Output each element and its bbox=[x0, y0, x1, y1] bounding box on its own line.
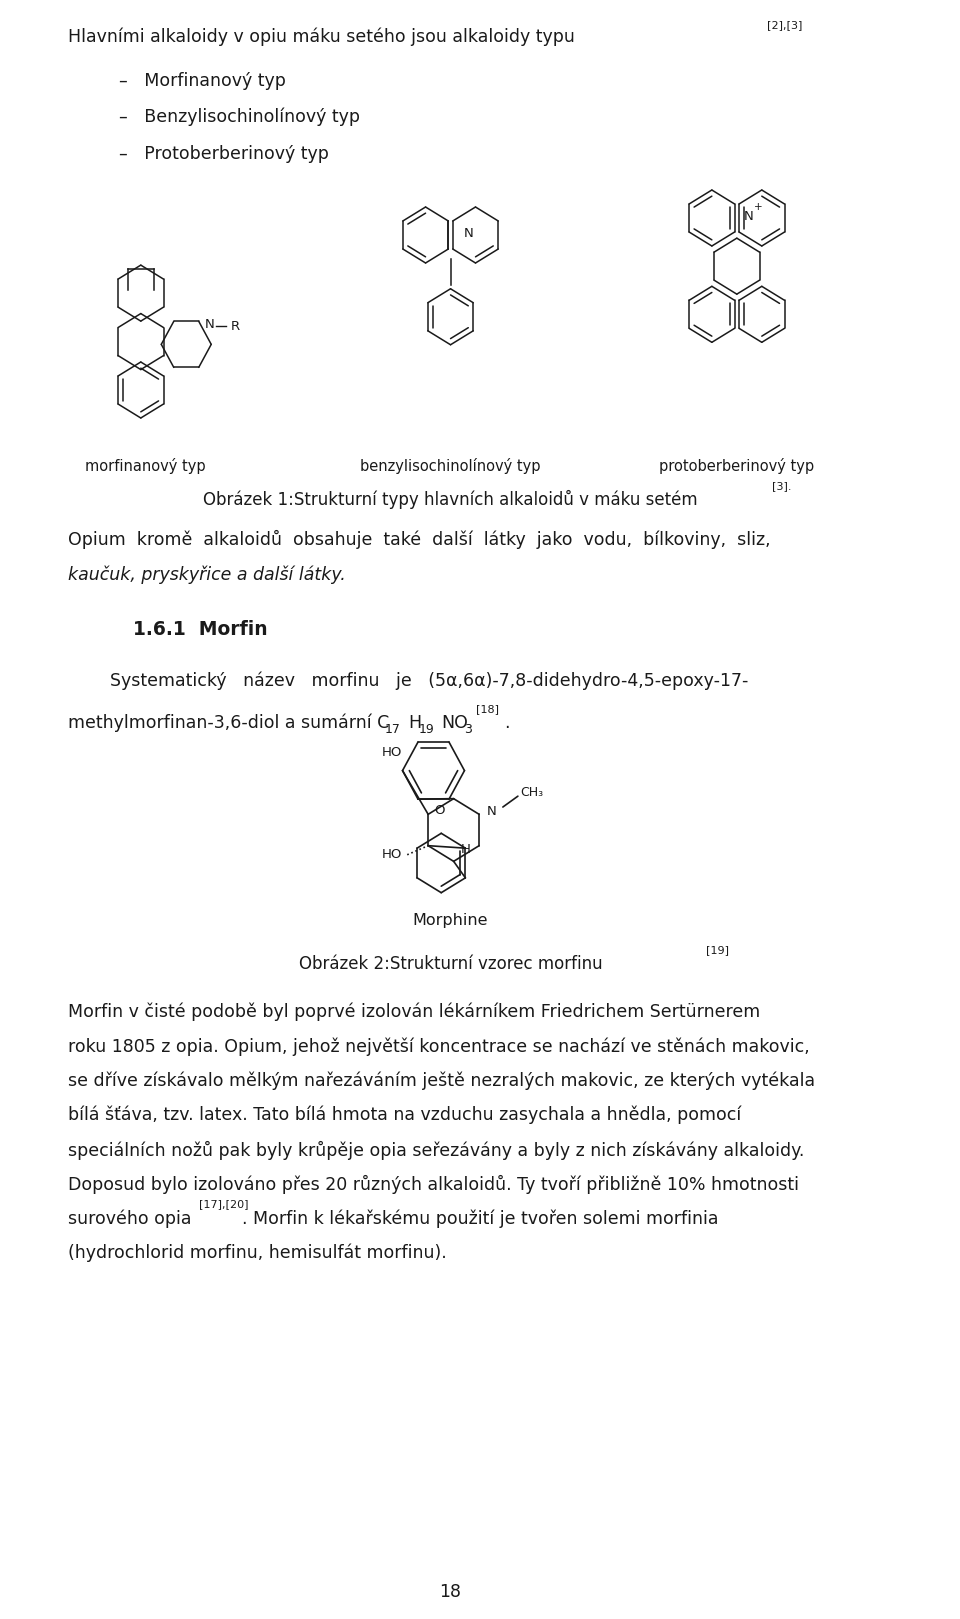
Text: roku 1805 z opia. Opium, jehož největší koncentrace se nachází ve stěnách makovi: roku 1805 z opia. Opium, jehož největší … bbox=[67, 1038, 809, 1056]
Text: protoberberinový typ: protoberberinový typ bbox=[660, 458, 814, 474]
Text: Systematický   název   morfinu   je   (5α,6α)-7,8-didehydro-4,5-epoxy-17-: Systematický název morfinu je (5α,6α)-7,… bbox=[109, 672, 748, 690]
Text: HO: HO bbox=[382, 746, 402, 759]
Text: N: N bbox=[204, 317, 214, 330]
Text: NO: NO bbox=[442, 714, 468, 732]
Text: bílá šťáva, tzv. latex. Tato bílá hmota na vzduchu zasychala a hnědla, pomocí: bílá šťáva, tzv. latex. Tato bílá hmota … bbox=[67, 1106, 741, 1125]
Text: [19]: [19] bbox=[706, 945, 729, 955]
Text: N: N bbox=[464, 227, 474, 240]
Text: 19: 19 bbox=[420, 724, 435, 737]
Text: Obrázek 1:Strukturní typy hlavních alkaloidů v máku setém: Obrázek 1:Strukturní typy hlavních alkal… bbox=[204, 491, 698, 508]
Text: O: O bbox=[435, 803, 444, 816]
Text: benzylisochinolínový typ: benzylisochinolínový typ bbox=[360, 458, 540, 474]
Text: se dříve získávalo mělkým nařezáváním ještě nezralých makovic, ze kterých vytéka: se dříve získávalo mělkým nařezáváním je… bbox=[67, 1072, 815, 1090]
Text: (hydrochlorid morfinu, hemisulfát morfinu).: (hydrochlorid morfinu, hemisulfát morfin… bbox=[67, 1243, 446, 1263]
Text: –   Benzylisochinolínový typ: – Benzylisochinolínový typ bbox=[119, 108, 360, 126]
Text: Opium  kromě  alkaloidů  obsahuje  také  další  látky  jako  vodu,  bílkoviny,  : Opium kromě alkaloidů obsahuje také dalš… bbox=[67, 529, 770, 549]
Text: Obrázek 2:Strukturní vzorec morfinu: Obrázek 2:Strukturní vzorec morfinu bbox=[299, 955, 602, 973]
Text: –   Morfinanový typ: – Morfinanový typ bbox=[119, 71, 286, 91]
Text: Hlavními alkaloidy v opiu máku setého jsou alkaloidy typu: Hlavními alkaloidy v opiu máku setého js… bbox=[67, 28, 574, 47]
Text: speciálních nožů pak byly krůpěje opia seřezávány a byly z nich získávány alkalo: speciálních nožů pak byly krůpěje opia s… bbox=[67, 1140, 804, 1159]
Text: N: N bbox=[487, 805, 496, 818]
Text: .: . bbox=[504, 714, 510, 732]
Text: . Morfin k lékařskému použití je tvořen solemi morfinia: . Morfin k lékařskému použití je tvořen … bbox=[242, 1209, 719, 1227]
Text: Doposud bylo izolováno přes 20 různých alkaloidů. Ty tvoří přibližně 10% hmotnos: Doposud bylo izolováno přes 20 různých a… bbox=[67, 1175, 799, 1195]
Text: 17: 17 bbox=[385, 724, 400, 737]
Text: HO: HO bbox=[382, 848, 402, 861]
Text: [2],[3]: [2],[3] bbox=[767, 19, 803, 31]
Text: surového opia: surového opia bbox=[67, 1209, 191, 1227]
Text: [3].: [3]. bbox=[772, 481, 791, 491]
Text: Morphine: Morphine bbox=[413, 913, 489, 928]
Text: kaučuk, pryskyřice a další látky.: kaučuk, pryskyřice a další látky. bbox=[67, 565, 346, 583]
Text: 3: 3 bbox=[464, 724, 471, 737]
Text: +: + bbox=[754, 202, 762, 212]
Text: H: H bbox=[408, 714, 421, 732]
Text: morfinanový typ: morfinanový typ bbox=[85, 458, 205, 474]
Text: methylmorfinan-3,6-diol a sumární C: methylmorfinan-3,6-diol a sumární C bbox=[67, 714, 389, 732]
Text: CH₃: CH₃ bbox=[519, 787, 543, 800]
Text: [17],[20]: [17],[20] bbox=[199, 1200, 249, 1209]
Text: –   Protoberberinový typ: – Protoberberinový typ bbox=[119, 146, 329, 164]
Text: H: H bbox=[461, 843, 471, 856]
Text: 18: 18 bbox=[440, 1583, 462, 1601]
Text: [18]: [18] bbox=[476, 704, 499, 714]
Text: 1.6.1  Morfin: 1.6.1 Morfin bbox=[133, 620, 268, 640]
Text: Morfin v čisté podobě byl poprvé izolován lékárníkem Friedrichem Sertürnerem: Morfin v čisté podobě byl poprvé izolová… bbox=[67, 1002, 759, 1022]
Text: R: R bbox=[231, 319, 240, 332]
Text: N: N bbox=[744, 210, 754, 223]
